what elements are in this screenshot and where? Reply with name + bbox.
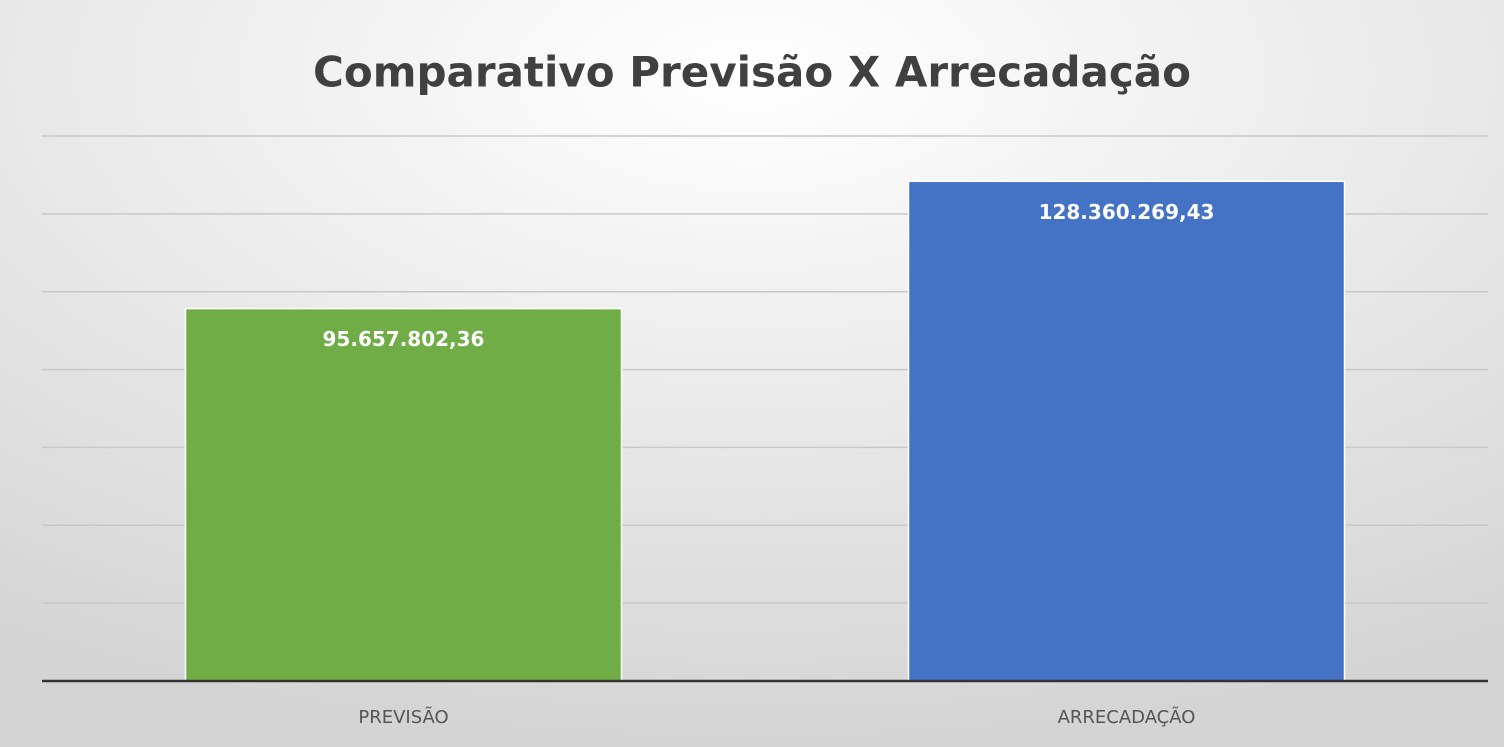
data-label: 95.657.802,36 (323, 327, 485, 351)
chart-title: Comparativo Previsão X Arrecadação (313, 48, 1191, 97)
bar (907, 180, 1346, 682)
x-tick-label: ARRECADAÇÃO (1058, 706, 1196, 728)
data-label: 128.360.269,43 (1039, 200, 1215, 224)
bar (184, 307, 623, 682)
x-tick-label: PREVISÃO (358, 706, 448, 728)
